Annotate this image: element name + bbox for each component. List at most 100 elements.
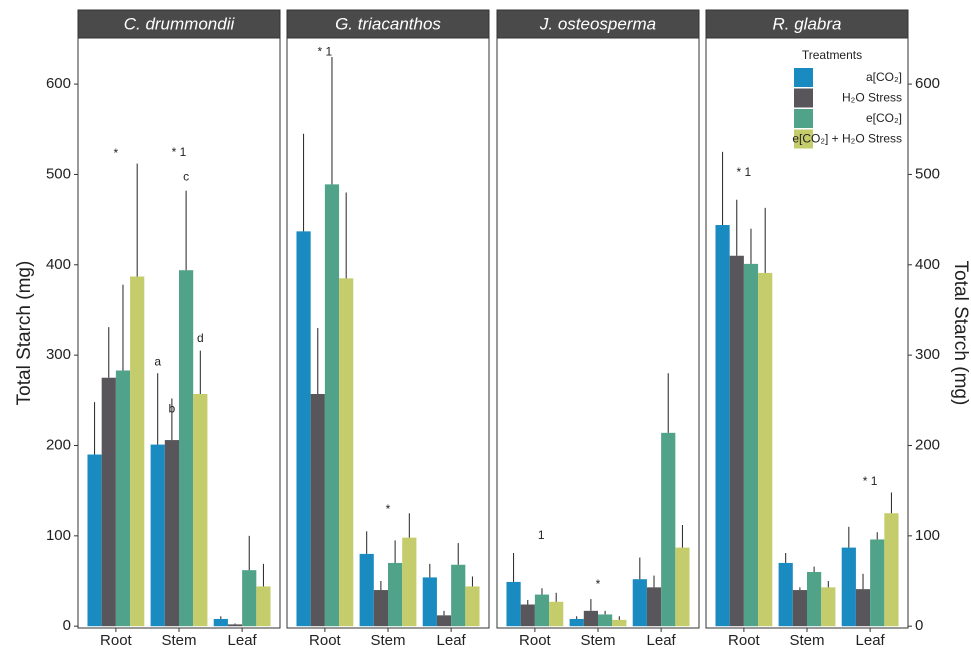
bar xyxy=(150,444,165,627)
facet-strip xyxy=(496,9,700,39)
bar xyxy=(388,562,403,627)
bar xyxy=(792,590,807,627)
x-tick-label: Stem xyxy=(370,632,405,649)
x-tick-label: Root xyxy=(100,632,133,649)
y-axis-label: Total Starch (mg) xyxy=(14,261,35,406)
facet-title: R. glabra xyxy=(773,14,842,33)
bar xyxy=(506,581,521,627)
bar xyxy=(422,577,437,627)
x-tick-label: Leaf xyxy=(856,632,886,649)
bar xyxy=(632,579,647,627)
bar xyxy=(715,225,730,627)
y-tick-label: 400 xyxy=(46,256,71,273)
facet-strip xyxy=(77,9,281,39)
annotation: * 1 xyxy=(318,45,333,59)
bar xyxy=(324,184,340,627)
y-tick-label: 100 xyxy=(915,527,940,544)
bar xyxy=(310,393,325,627)
y-tick-label: 300 xyxy=(46,346,71,363)
bar xyxy=(743,263,759,627)
bar xyxy=(661,432,676,627)
bar xyxy=(778,562,793,627)
bar xyxy=(164,440,179,627)
bar xyxy=(296,231,311,627)
facet-strip xyxy=(286,9,490,39)
facet-title: G. triacanthos xyxy=(335,14,441,33)
legend-key xyxy=(794,68,813,87)
bar xyxy=(520,604,535,627)
x-tick-label: Leaf xyxy=(647,632,677,649)
bar xyxy=(256,586,271,627)
bar xyxy=(227,624,243,627)
y-tick-label: 600 xyxy=(46,75,71,92)
bar xyxy=(359,553,374,627)
annotation: * 1 xyxy=(737,165,752,179)
bar xyxy=(436,615,452,627)
annotation: * xyxy=(386,502,391,516)
x-tick-label: Root xyxy=(309,632,342,649)
bar xyxy=(402,537,417,627)
legend-key xyxy=(794,88,813,108)
annotation: * xyxy=(114,146,119,160)
bar xyxy=(115,370,131,627)
y-tick-label: 200 xyxy=(915,436,940,453)
y-axis-label: Total Starch (mg) xyxy=(950,261,971,406)
bar xyxy=(179,270,194,627)
y-tick-label: 100 xyxy=(46,527,71,544)
bar xyxy=(451,564,466,627)
bar xyxy=(87,454,102,627)
x-tick-label: Stem xyxy=(789,632,824,649)
annotation: c xyxy=(183,169,189,183)
y-tick-label: 500 xyxy=(46,165,71,182)
panel-border xyxy=(286,37,490,629)
annotation: d xyxy=(197,331,204,345)
y-tick-label: 0 xyxy=(63,617,71,634)
bar xyxy=(583,610,598,627)
x-tick-label: Leaf xyxy=(228,632,258,649)
annotation: * 1 xyxy=(863,474,878,488)
panel-border xyxy=(77,37,281,629)
annotation: * xyxy=(596,577,601,591)
bar xyxy=(598,614,613,627)
y-tick-label: 300 xyxy=(915,346,940,363)
bar xyxy=(130,276,145,627)
x-tick-label: Stem xyxy=(580,632,615,649)
y-tick-label: 500 xyxy=(915,165,940,182)
legend-label: a[CO₂] xyxy=(866,70,902,84)
legend-key xyxy=(794,129,813,149)
y-tick-label: 600 xyxy=(915,75,940,92)
bar xyxy=(675,547,690,627)
legend-label: e[CO₂] xyxy=(866,111,902,125)
annotation: b xyxy=(169,402,176,416)
legend-label: H₂O Stress xyxy=(842,91,902,105)
facet-title: C. drummondii xyxy=(124,14,236,33)
bar xyxy=(612,619,627,627)
facet-strip xyxy=(705,9,909,39)
bar xyxy=(821,587,836,627)
bar xyxy=(101,377,116,627)
y-tick-label: 400 xyxy=(915,256,940,273)
bar xyxy=(758,272,773,627)
bar xyxy=(729,255,744,627)
legend-title: Treatments xyxy=(802,48,862,62)
panel-border xyxy=(705,37,909,629)
annotation: * 1 xyxy=(172,145,187,159)
bar xyxy=(213,618,228,627)
annotation: 1 xyxy=(538,528,545,542)
x-tick-label: Root xyxy=(728,632,761,649)
y-tick-label: 200 xyxy=(46,436,71,453)
bar xyxy=(465,586,480,627)
x-tick-label: Root xyxy=(519,632,552,649)
bar xyxy=(870,539,885,627)
panel-border xyxy=(496,37,700,629)
x-tick-label: Leaf xyxy=(437,632,467,649)
x-tick-label: Stem xyxy=(161,632,196,649)
facet-title: J. osteosperma xyxy=(539,14,656,33)
bar xyxy=(841,547,856,627)
y-tick-label: 0 xyxy=(915,617,923,634)
bar xyxy=(373,590,388,627)
bar xyxy=(855,589,871,627)
legend-key xyxy=(794,109,813,128)
bar xyxy=(549,601,564,627)
bar xyxy=(339,278,354,627)
